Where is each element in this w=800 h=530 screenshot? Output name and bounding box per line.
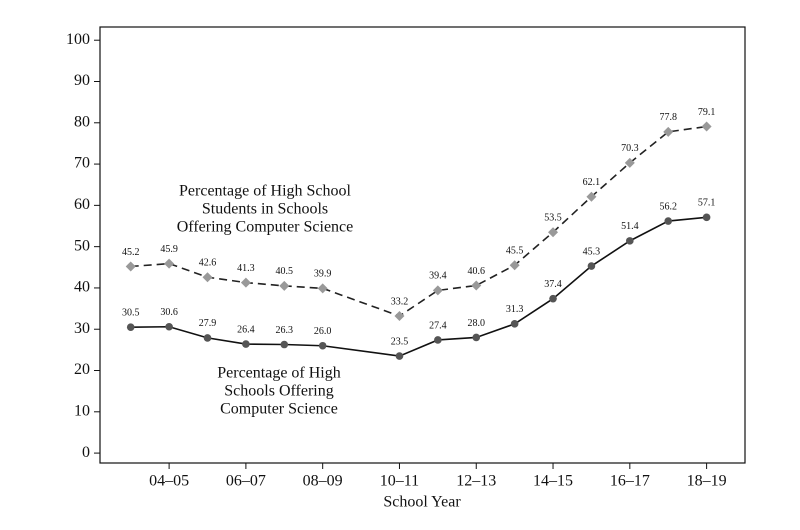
marker	[126, 323, 135, 331]
marker	[242, 340, 250, 348]
marker	[702, 213, 711, 222]
value-label: 77.8	[659, 112, 677, 123]
marker	[395, 352, 404, 360]
plot-frame	[99, 26, 746, 464]
value-label: 26.0	[314, 326, 332, 337]
value-label: 30.6	[160, 307, 178, 318]
value-label: 45.5	[506, 246, 524, 257]
value-label: 56.2	[659, 201, 677, 212]
marker	[664, 217, 673, 225]
x-axis-title: School Year	[383, 494, 461, 511]
value-label: 23.5	[391, 336, 409, 347]
marker	[202, 272, 213, 283]
marker	[701, 121, 712, 132]
x-tick-label: 16–17	[610, 473, 650, 490]
value-label: 27.4	[429, 320, 447, 331]
annotation: Offering Computer Science	[177, 219, 354, 236]
value-label: 42.6	[199, 258, 217, 269]
marker	[472, 333, 481, 342]
marker	[164, 258, 175, 269]
marker	[165, 322, 173, 331]
marker	[549, 294, 557, 303]
y-tick-label: 90	[74, 72, 90, 89]
marker	[394, 311, 405, 322]
y-tick-label: 50	[74, 237, 90, 254]
marker	[318, 341, 327, 350]
y-tick-label: 40	[74, 279, 90, 296]
value-label: 33.2	[391, 296, 409, 307]
marker	[624, 157, 635, 168]
marker	[509, 260, 520, 271]
marker	[434, 336, 442, 344]
value-label: 28.0	[468, 318, 486, 329]
marker	[279, 280, 290, 291]
value-label: 40.6	[468, 266, 486, 277]
value-label: 41.3	[237, 263, 255, 274]
marker	[510, 320, 519, 328]
value-label: 27.9	[199, 318, 217, 329]
y-tick-label: 10	[74, 402, 90, 419]
marker	[626, 237, 634, 245]
marker	[125, 261, 136, 272]
x-tick-label: 06–07	[226, 473, 266, 490]
value-label: 31.3	[506, 304, 524, 315]
value-label: 70.3	[621, 143, 639, 154]
value-label: 40.5	[276, 266, 294, 277]
annotation: Schools Offering	[224, 383, 333, 400]
x-tick-label: 14–15	[533, 473, 573, 490]
value-label: 45.3	[583, 246, 601, 257]
marker	[587, 262, 596, 270]
y-tick-label: 60	[74, 196, 90, 213]
value-label: 57.1	[698, 198, 716, 209]
x-tick-label: 08–09	[303, 473, 343, 490]
value-label: 79.1	[698, 107, 716, 118]
y-tick-label: 70	[74, 155, 90, 172]
y-tick-label: 100	[66, 31, 90, 48]
marker	[548, 227, 559, 238]
annotation: Percentage of High	[217, 365, 341, 382]
y-tick-label: 0	[82, 444, 90, 461]
marker	[586, 191, 597, 202]
value-label: 45.9	[160, 244, 178, 255]
annotation: Students in Schools	[202, 201, 328, 218]
x-tick-label: 18–19	[687, 473, 727, 490]
value-label: 30.5	[122, 307, 140, 318]
value-label: 37.4	[544, 279, 562, 290]
marker	[317, 283, 328, 294]
marker	[663, 126, 674, 137]
value-label: 53.5	[544, 212, 562, 223]
marker	[280, 340, 289, 349]
value-label: 62.1	[583, 177, 601, 188]
value-label: 51.4	[621, 221, 639, 232]
annotation: Computer Science	[220, 401, 338, 418]
annotation: Percentage of High School	[179, 183, 352, 200]
value-label: 26.3	[276, 325, 294, 336]
marker	[471, 280, 482, 291]
x-tick-label: 04–05	[149, 473, 189, 490]
y-tick-label: 20	[74, 361, 90, 378]
series-line	[130, 216, 707, 357]
marker	[432, 285, 443, 296]
value-label: 39.9	[314, 269, 332, 280]
y-tick-label: 80	[74, 113, 90, 130]
series-line	[130, 125, 707, 317]
marker	[203, 334, 212, 342]
value-label: 45.2	[122, 247, 140, 258]
y-tick-label: 30	[74, 320, 90, 337]
value-label: 26.4	[237, 324, 255, 335]
x-tick-label: 10–11	[380, 473, 419, 490]
marker	[240, 277, 251, 288]
value-label: 39.4	[429, 271, 447, 282]
x-tick-label: 12–13	[456, 473, 496, 490]
